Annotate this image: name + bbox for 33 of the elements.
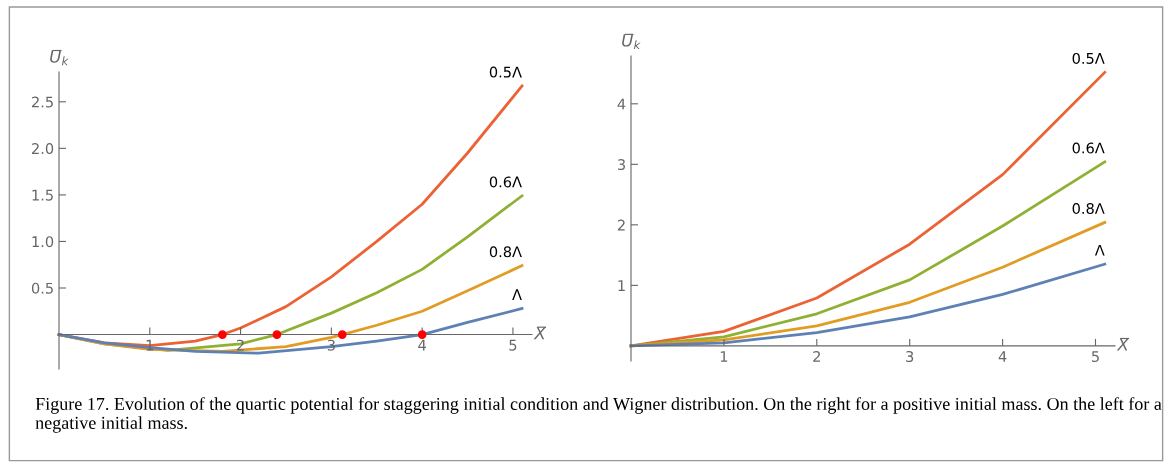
series-label: 0.5Λ [1072,52,1105,64]
x-tick-label: 1 [146,339,154,351]
x-axis-title: X̅ [533,326,547,340]
y-tick-label: 0.5 [31,282,53,294]
series-label: 0.5Λ [489,66,522,78]
series-label: 0.8Λ [489,246,522,258]
x-tick-label: 5 [509,339,517,351]
y-axis-title: U̅$_{k}$ [622,33,641,50]
y-tick-label: 1.5 [32,189,53,201]
y-axis-title: U̅$_{k}$ [50,49,69,66]
y-tick-label: 3 [617,159,625,171]
y-tick-label: 4 [617,98,626,110]
series-label: Λ [1094,244,1105,256]
series-label: 0.8Λ [1072,203,1105,215]
x-tick-label: 2 [813,350,820,362]
line-series [629,262,1107,348]
y-tick-label: 1.0 [32,236,54,248]
series-label: 0.6Λ [1072,142,1105,154]
y-tick-label: 1 [618,280,625,291]
x-tick-label: 4 [418,339,426,351]
x-axis-title: X̅ [1116,337,1130,351]
line-series [57,307,524,355]
x-tick-label: 5 [1091,351,1099,363]
y-tick-label: 2.5 [32,96,53,108]
y-tick-label: 2 [617,219,625,231]
series-label: 0.6Λ [489,176,522,188]
series-label: Λ [512,289,522,300]
x-tick-label: 3 [906,350,914,363]
x-tick-label: 4 [998,351,1007,362]
x-tick-label: 1 [720,351,728,362]
x-tick-label: 2 [237,339,244,351]
y-tick-label: 2.0 [32,143,54,155]
caption: Figure 17. Evolution of the quartic potential for staggering initial condition and Wigner distribution. On the right for a positive initial mass. On the left for a negative initial mass. [35,397,1162,433]
